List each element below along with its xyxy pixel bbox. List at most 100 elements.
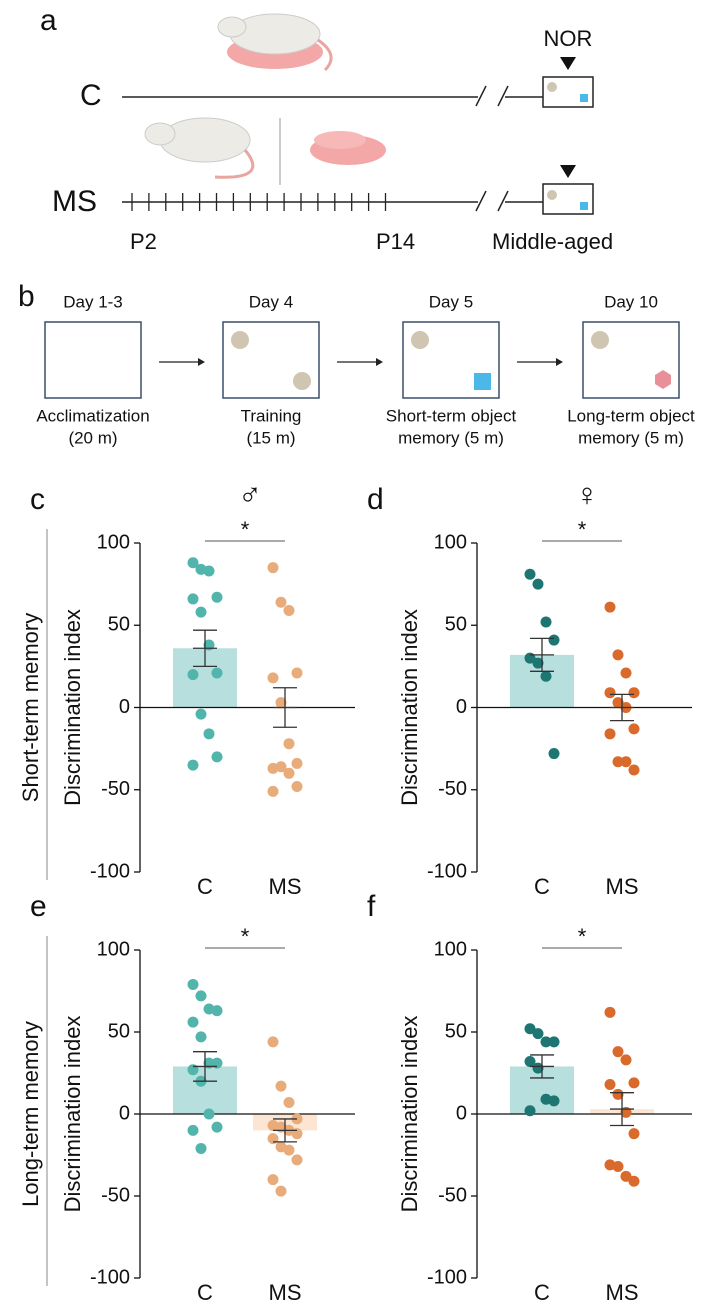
step-caption: memory (5 m): [398, 428, 504, 447]
data-point: [532, 657, 544, 669]
data-point: [620, 756, 632, 768]
arrowhead: [556, 358, 563, 366]
x-tick-label: C: [197, 874, 213, 899]
data-point: [548, 634, 560, 646]
day-label: Day 5: [429, 292, 473, 311]
age-label: P2: [130, 229, 157, 254]
data-point: [604, 1078, 616, 1090]
object: [591, 331, 609, 349]
data-point: [612, 697, 624, 709]
data-point: [548, 1036, 560, 1048]
data-point: [548, 748, 560, 760]
data-point: [524, 568, 536, 580]
day-label: Day 1-3: [63, 292, 123, 311]
y-tick-label: 0: [456, 696, 467, 718]
error-bar: [530, 1054, 554, 1079]
y-tick-label: 50: [445, 614, 467, 636]
data-point: [267, 785, 279, 797]
y-axis-label: Discrimination index: [60, 1016, 85, 1213]
data-point: [187, 669, 199, 681]
data-point: [532, 1062, 544, 1074]
error-bar: [193, 629, 217, 668]
error-bar: [273, 687, 297, 728]
panel-letter: f: [367, 890, 376, 923]
data-point: [275, 761, 287, 773]
data-point: [275, 1080, 287, 1092]
x-tick-label: C: [534, 1280, 550, 1305]
error-bar: [193, 1051, 217, 1082]
nor-label: NOR: [544, 26, 593, 51]
age-label: Middle-aged: [492, 229, 613, 254]
data-point: [203, 728, 215, 740]
arrowhead: [198, 358, 205, 366]
data-point: [211, 591, 223, 603]
object: [580, 202, 588, 210]
data-point: [532, 578, 544, 590]
data-point: [628, 1175, 640, 1187]
data-point: [187, 593, 199, 605]
data-point: [540, 1036, 552, 1048]
data-point: [291, 1154, 303, 1166]
sex-symbol: ♀: [575, 476, 599, 512]
arrowhead: [560, 57, 576, 70]
data-point: [291, 667, 303, 679]
significance-star: *: [578, 924, 587, 949]
object: [655, 370, 671, 389]
data-point: [195, 606, 207, 618]
data-point: [211, 1121, 223, 1133]
age-label: P14: [376, 229, 415, 254]
data-point: [283, 604, 295, 616]
data-point: [195, 1031, 207, 1043]
y-tick-label: 100: [97, 531, 130, 553]
data-point: [628, 764, 640, 776]
separation-ticks: [131, 193, 387, 211]
data-point: [540, 616, 552, 628]
y-tick-label: -50: [101, 778, 130, 800]
data-point: [604, 1006, 616, 1018]
data-point: [211, 667, 223, 679]
data-point: [187, 1124, 199, 1136]
data-point: [628, 1128, 640, 1140]
arena-box: [44, 321, 142, 399]
y-axis-label: Discrimination index: [60, 609, 85, 806]
data-point: [275, 596, 287, 608]
data-point: [628, 1077, 640, 1089]
data-point: [211, 1005, 223, 1017]
data-point: [283, 1144, 295, 1156]
data-point: [620, 1054, 632, 1066]
data-point: [612, 1160, 624, 1172]
data-point: [187, 557, 199, 569]
y-tick-label: -100: [427, 1266, 467, 1288]
object: [547, 190, 557, 200]
step-caption: memory (5 m): [578, 428, 684, 447]
day-label: Day 10: [604, 292, 658, 311]
y-axis-label: Discrimination index: [397, 609, 422, 806]
data-point: [195, 990, 207, 1002]
day-label: Day 4: [249, 292, 293, 311]
x-tick-label: C: [534, 874, 550, 899]
data-point: [524, 1105, 536, 1117]
data-point: [532, 1028, 544, 1040]
y-tick-label: 50: [108, 614, 130, 636]
group-label: C: [80, 79, 102, 112]
y-tick-label: 50: [108, 1020, 130, 1042]
step-caption: (20 m): [68, 428, 117, 447]
y-tick-label: -100: [427, 860, 467, 882]
data-point: [620, 667, 632, 679]
y-tick-label: 100: [434, 938, 467, 960]
data-point: [620, 1170, 632, 1182]
significance-star: *: [241, 517, 250, 542]
data-point: [628, 687, 640, 699]
object: [580, 94, 588, 102]
step-caption: Acclimatization: [36, 406, 149, 425]
arrowhead: [376, 358, 383, 366]
data-point: [267, 1174, 279, 1186]
error-bar: [610, 693, 634, 722]
data-point: [524, 1023, 536, 1035]
data-point: [612, 1088, 624, 1100]
data-point: [187, 1016, 199, 1028]
data-point: [283, 738, 295, 750]
y-tick-label: 0: [456, 1102, 467, 1124]
panel-letter: a: [40, 4, 57, 37]
